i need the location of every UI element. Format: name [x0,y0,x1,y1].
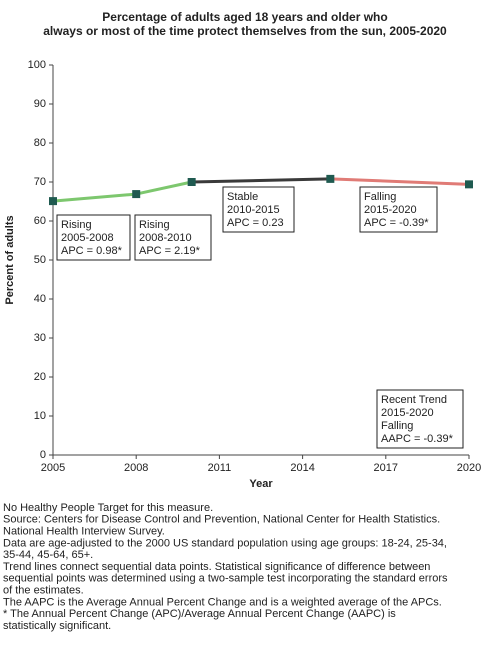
x-tick-label: 2008 [124,462,148,474]
chart-title: always or most of the time protect thems… [43,24,447,38]
annotation-text: Falling [381,420,413,432]
y-axis-label: Percent of adults [4,215,16,304]
annotation-box [376,389,464,449]
note: Source: Centers for Disease Control and … [3,514,440,526]
y-tick-label: 100 [28,59,46,71]
annotation-text: 2015-2020 [364,204,417,216]
trend-segment [135,180,192,196]
annotation-text: 2015-2020 [381,407,434,419]
trend-segment [191,177,331,184]
y-tick-label: 70 [34,176,46,188]
annotation-text: AAPC = -0.39* [381,433,454,445]
data-point [465,180,473,189]
y-tick-label: 0 [40,449,46,461]
data-point [326,174,335,183]
note: No Healthy People Target for this measur… [3,502,213,514]
x-axis-label: Year [249,478,273,490]
note: of the estimates. [3,585,84,597]
y-tick-label: 20 [34,371,46,383]
y-tick-label: 40 [34,293,46,305]
trend-segment [52,192,137,203]
note: Data are age-adjusted to the 2000 US sta… [3,537,447,549]
x-tick-label: 2005 [41,462,65,474]
data-point [187,178,196,186]
annotation-text: Rising [61,219,92,231]
y-tick-label: 50 [34,254,46,266]
annotation-text: 2005-2008 [61,232,114,244]
note: The AAPC is the Average Annual Percent C… [3,596,442,608]
data-point [132,190,141,199]
x-tick-label: 2020 [457,462,481,474]
annotation-box [222,186,295,233]
annotation-text: Falling [364,191,396,203]
x-tick-label: 2017 [374,462,398,474]
annotation-text: APC = 0.23 [227,217,284,229]
annotation-text: 2008-2010 [139,232,192,244]
note: National Health Interview Survey. [3,526,165,538]
note: 35-44, 45-64, 65+. [3,549,93,561]
y-tick-label: 10 [34,410,46,422]
x-tick-label: 2014 [290,462,314,474]
note: Trend lines connect sequential data poin… [3,561,430,573]
annotation-text: APC = 0.98* [61,245,123,257]
x-tick-label: 2011 [208,462,232,474]
y-tick-label: 60 [34,215,46,227]
trend-segment [330,177,470,186]
note: * The Annual Percent Change (APC)/Averag… [3,608,396,620]
annotation-text: Stable [227,191,258,203]
y-tick-label: 80 [34,137,46,149]
data-point [49,197,57,206]
y-tick-label: 30 [34,332,46,344]
annotation-box [56,214,131,261]
annotation-text: APC = 2.19* [139,245,201,257]
y-tick-label: 90 [34,98,46,110]
annotation-box [134,214,212,261]
annotation-text: Rising [139,219,170,231]
annotation-box [359,186,438,233]
note: sequential points was determined using a… [3,573,448,585]
note: statistically significant. [3,620,111,632]
annotation-text: 2010-2015 [227,204,280,216]
annotation-text: Recent Trend [381,394,447,406]
annotation-text: APC = -0.39* [364,217,429,229]
chart-title: Percentage of adults aged 18 years and o… [102,10,387,24]
